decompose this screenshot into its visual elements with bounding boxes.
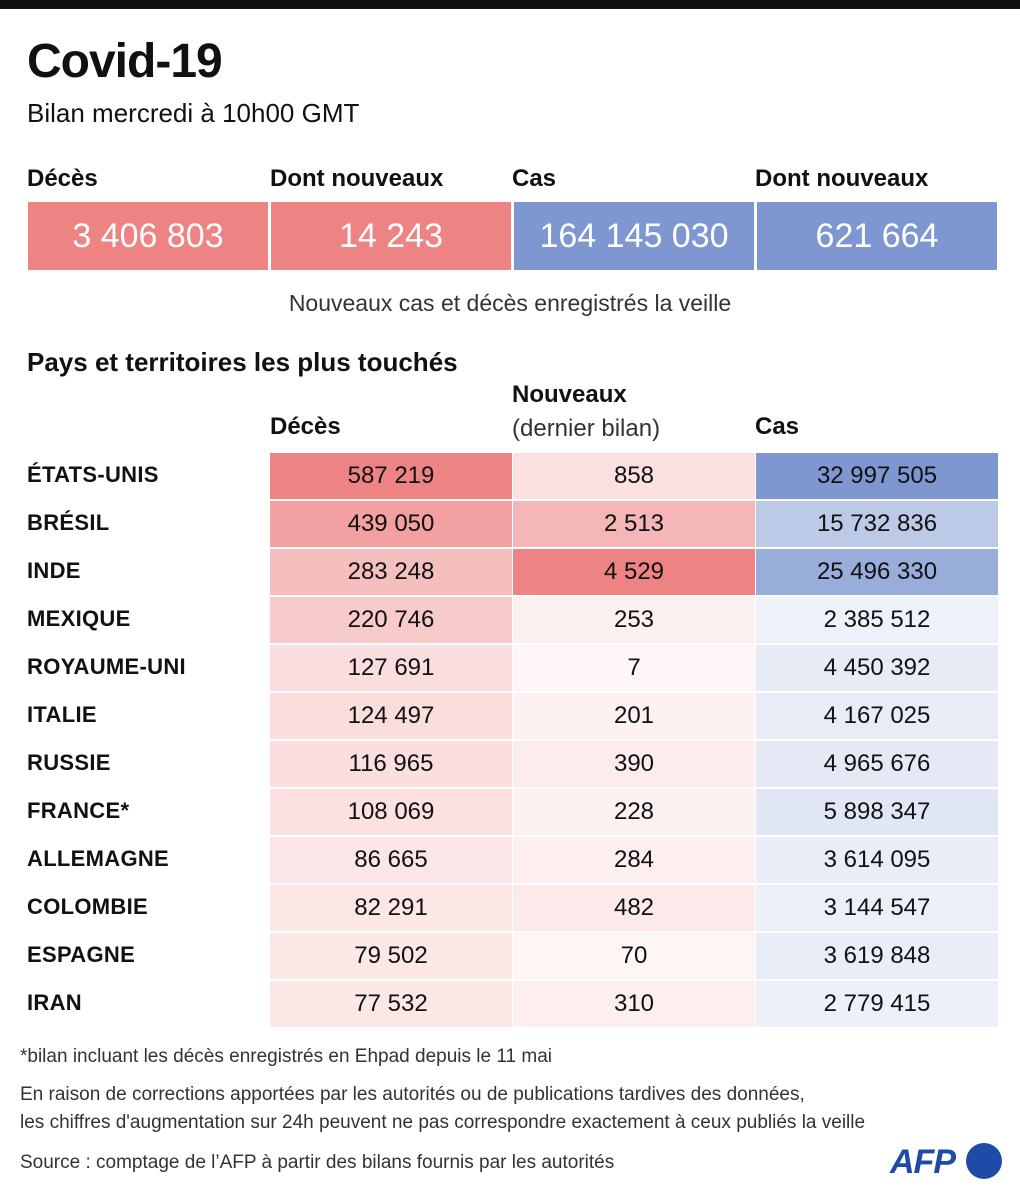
cell-new: 310	[513, 981, 755, 1027]
summary-new-cases-label: Dont nouveaux	[755, 165, 929, 192]
table-row: ROYAUME-UNI 127 691 7 4 450 392	[0, 644, 1020, 692]
cell-cases: 3 144 547	[756, 885, 998, 931]
footnote-ehpad: *bilan incluant les décès enregistrés en…	[20, 1046, 552, 1067]
row-country: ROYAUME-UNI	[27, 654, 186, 679]
table-row: FRANCE* 108 069 228 5 898 347	[0, 788, 1020, 836]
page-subtitle: Bilan mercredi à 10h00 GMT	[27, 98, 360, 128]
summary-deaths-value: 3 406 803	[28, 202, 268, 270]
row-country: MEXIQUE	[27, 606, 131, 631]
cell-new: 4 529	[513, 549, 755, 595]
summary-new-cases-value: 621 664	[757, 202, 997, 270]
table-row: RUSSIE 116 965 390 4 965 676	[0, 740, 1020, 788]
table-row: ESPAGNE 79 502 70 3 619 848	[0, 932, 1020, 980]
row-country: COLOMBIE	[27, 894, 148, 919]
col-header-new-sub: (dernier bilan)	[512, 415, 661, 442]
cell-cases: 3 619 848	[756, 933, 998, 979]
summary-new-deaths-label: Dont nouveaux	[270, 165, 444, 192]
cell-deaths: 587 219	[270, 453, 512, 499]
cell-deaths: 283 248	[270, 549, 512, 595]
table-row: ITALIE 124 497 201 4 167 025	[0, 692, 1020, 740]
table-row: COLOMBIE 82 291 482 3 144 547	[0, 884, 1020, 932]
cell-cases: 3 614 095	[756, 837, 998, 883]
cell-new: 482	[513, 885, 755, 931]
row-country: ALLEMAGNE	[27, 846, 170, 871]
cell-new: 228	[513, 789, 755, 835]
summary-new-deaths-value: 14 243	[271, 202, 511, 270]
table-row: INDE 283 248 4 529 25 496 330	[0, 548, 1020, 596]
row-country: FRANCE*	[27, 798, 130, 823]
cell-new: 284	[513, 837, 755, 883]
cell-new: 7	[513, 645, 755, 691]
table-row: BRÉSIL 439 050 2 513 15 732 836	[0, 500, 1020, 548]
source-note: Source : comptage de l’AFP à partir des …	[20, 1152, 615, 1173]
cell-cases: 15 732 836	[756, 501, 998, 547]
col-header-cases: Cas	[755, 413, 800, 440]
afp-logo: AFP	[890, 1143, 956, 1181]
summary-cases-value: 164 145 030	[514, 202, 754, 270]
cell-new: 70	[513, 933, 755, 979]
row-country: RUSSIE	[27, 750, 111, 775]
table-row: IRAN 77 532 310 2 779 415	[0, 980, 1020, 1028]
cell-deaths: 77 532	[270, 981, 512, 1027]
row-country: BRÉSIL	[27, 510, 110, 535]
col-header-deaths: Décès	[270, 413, 341, 440]
cell-deaths: 82 291	[270, 885, 512, 931]
summary-deaths-label: Décès	[27, 165, 98, 192]
table-row: ALLEMAGNE 86 665 284 3 614 095	[0, 836, 1020, 884]
top-rule	[0, 0, 1020, 9]
summary-note: Nouveaux cas et décès enregistrés la vei…	[288, 290, 732, 316]
row-country: ESPAGNE	[27, 942, 136, 967]
cell-deaths: 79 502	[270, 933, 512, 979]
cell-deaths: 124 497	[270, 693, 512, 739]
cell-new: 858	[513, 453, 755, 499]
cell-new: 2 513	[513, 501, 755, 547]
cell-new: 390	[513, 741, 755, 787]
page-title: Covid-19	[27, 35, 223, 88]
table-row: MEXIQUE 220 746 253 2 385 512	[0, 596, 1020, 644]
afp-logo-dot-icon	[966, 1143, 1002, 1179]
row-country: ÉTATS-UNIS	[27, 462, 159, 487]
summary-cases-label: Cas	[512, 165, 557, 192]
cell-deaths: 86 665	[270, 837, 512, 883]
table-row: ÉTATS-UNIS 587 219 858 32 997 505	[0, 452, 1020, 500]
cell-cases: 25 496 330	[756, 549, 998, 595]
row-country: INDE	[27, 558, 81, 583]
cell-deaths: 108 069	[270, 789, 512, 835]
footnote-corrections-1: En raison de corrections apportées par l…	[20, 1084, 805, 1105]
section-title: Pays et territoires les plus touchés	[27, 347, 458, 377]
cell-new: 201	[513, 693, 755, 739]
cell-cases: 4 965 676	[756, 741, 998, 787]
cell-cases: 5 898 347	[756, 789, 998, 835]
row-country: ITALIE	[27, 702, 97, 727]
cell-deaths: 127 691	[270, 645, 512, 691]
cell-new: 253	[513, 597, 755, 643]
footnote-corrections-2: les chiffres d'augmentation sur 24h peuv…	[20, 1112, 866, 1133]
cell-cases: 4 167 025	[756, 693, 998, 739]
cell-cases: 2 779 415	[756, 981, 998, 1027]
cell-cases: 32 997 505	[756, 453, 998, 499]
cell-deaths: 116 965	[270, 741, 512, 787]
cell-deaths: 439 050	[270, 501, 512, 547]
cell-cases: 2 385 512	[756, 597, 998, 643]
col-header-new: Nouveaux	[512, 381, 627, 408]
row-country: IRAN	[27, 990, 82, 1015]
cell-deaths: 220 746	[270, 597, 512, 643]
cell-cases: 4 450 392	[756, 645, 998, 691]
